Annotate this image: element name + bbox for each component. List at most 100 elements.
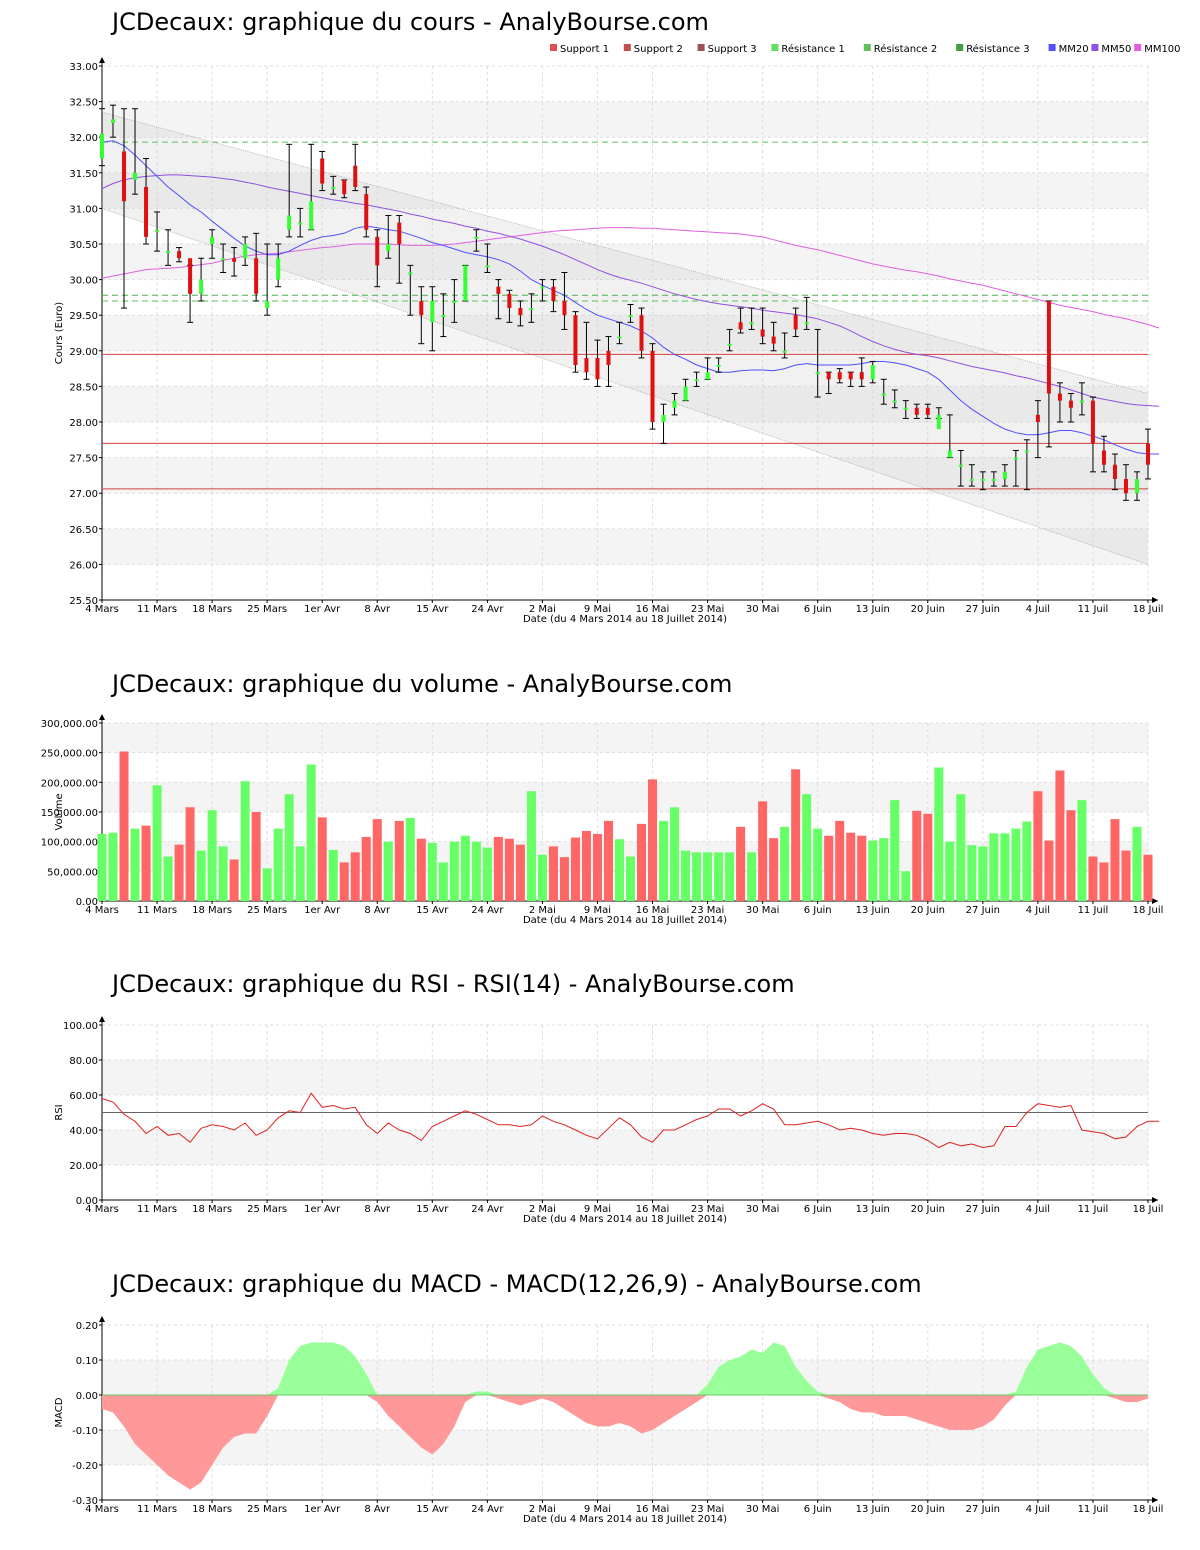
volume-bar-up xyxy=(813,828,823,901)
volume-bar-down xyxy=(1143,854,1153,901)
volume-bar-up xyxy=(526,791,536,901)
candle-down xyxy=(826,372,831,380)
y-axis-title: RSI xyxy=(54,1104,65,1120)
volume-bar-up xyxy=(1022,821,1032,901)
candle-down xyxy=(738,322,743,330)
candle-up xyxy=(870,365,875,380)
x-tick-label: 18 Mars xyxy=(192,1504,232,1515)
volume-bar-up xyxy=(614,839,625,901)
x-tick-label: 15 Avr xyxy=(416,1504,449,1515)
x-tick-label: 9 Mai xyxy=(584,604,611,615)
candle-up xyxy=(1024,450,1029,453)
candle-down xyxy=(925,407,930,415)
candle-up xyxy=(430,300,435,323)
candle-up xyxy=(617,336,622,339)
volume-bar-up xyxy=(163,856,173,901)
volume-bar-down xyxy=(229,859,239,901)
x-axis-title: Date (du 4 Mars 2014 au 18 Juillet 2014) xyxy=(523,614,727,625)
x-tick-label: 24 Avr xyxy=(471,1204,504,1215)
volume-bar-up xyxy=(802,794,812,901)
y-tick-label: 26.00 xyxy=(69,560,98,571)
x-tick-label: 4 Mars xyxy=(85,604,119,615)
x-tick-label: 15 Avr xyxy=(416,604,449,615)
candle-down xyxy=(584,357,589,373)
volume-chart: 0.00 50,000.00 100,000.00 150,000.00 200,000… xyxy=(41,714,1163,926)
volume-bar-up xyxy=(295,846,305,901)
volume-bar-up xyxy=(780,826,790,901)
x-tick-label: 2 Mai xyxy=(529,1504,556,1515)
y-tick-label: 30.00 xyxy=(69,276,98,287)
x-tick-label: 4 Juil xyxy=(1026,1504,1050,1515)
x-tick-label: 11 Juil xyxy=(1078,604,1109,615)
candle-down xyxy=(771,336,776,344)
y-tick-label: 0.10 xyxy=(76,1356,98,1367)
candle-up xyxy=(727,343,732,346)
candle-down xyxy=(518,308,523,316)
rsi-chart-title: JCDecaux: graphique du RSI - RSI(14) - A… xyxy=(112,970,795,998)
x-tick-label: 24 Avr xyxy=(471,604,504,615)
candle-down xyxy=(419,300,424,316)
volume-bar-down xyxy=(1066,810,1076,901)
x-axis-title: Date (du 4 Mars 2014 au 18 Juillet 2014) xyxy=(523,915,727,926)
candle-up xyxy=(1013,457,1018,460)
x-tick-label: 25 Mars xyxy=(247,1204,287,1215)
legend-label: MM50 xyxy=(1101,44,1131,55)
x-tick-label: 18 Juil xyxy=(1133,1204,1164,1215)
volume-bar-up xyxy=(130,828,140,901)
volume-bar-down xyxy=(736,826,746,901)
y-tick-label: 28.50 xyxy=(69,382,98,393)
x-axis-arrow xyxy=(1152,898,1158,904)
candle-up xyxy=(485,265,490,268)
x-tick-label: 20 Juin xyxy=(911,604,945,615)
x-tick-label: 9 Mai xyxy=(584,1204,611,1215)
volume-bar-down xyxy=(1033,791,1043,901)
y-tick-label: 150,000.00 xyxy=(41,808,98,819)
volume-bar-down xyxy=(185,807,195,901)
candle-up xyxy=(991,478,996,481)
x-tick-label: 16 Mai xyxy=(636,604,669,615)
x-tick-label: 30 Mai xyxy=(746,1504,779,1515)
candle-up xyxy=(133,172,138,180)
volume-bar-up xyxy=(681,850,691,901)
x-tick-label: 27 Juin xyxy=(966,905,1000,916)
x-tick-label: 18 Mars xyxy=(192,905,232,916)
x-tick-label: 18 Juil xyxy=(1133,604,1164,615)
channel-upper-line xyxy=(101,111,1149,394)
y-axis-title: Volume xyxy=(54,793,65,830)
volume-bar-down xyxy=(350,852,360,901)
plot-band xyxy=(102,1430,1148,1465)
candle-down xyxy=(760,329,765,337)
volume-bar-up xyxy=(967,845,977,901)
legend-label: Support 3 xyxy=(708,44,757,55)
candle-up xyxy=(1002,471,1007,479)
y-tick-label: 32.00 xyxy=(69,133,98,144)
volume-bar-down xyxy=(119,751,129,901)
y-tick-label: -0.20 xyxy=(72,1461,98,1472)
volume-bar-up xyxy=(978,846,988,901)
y-tick-label: 20.00 xyxy=(69,1161,98,1172)
x-tick-label: 23 Mai xyxy=(691,905,724,916)
x-tick-label: 13 Juin xyxy=(856,604,890,615)
x-tick-label: 6 Juin xyxy=(804,905,832,916)
y-tick-label: 50,000.00 xyxy=(47,867,98,878)
volume-bar-up xyxy=(659,820,669,901)
x-axis-arrow xyxy=(1152,1497,1158,1503)
macd-negative-area xyxy=(102,1395,1148,1490)
x-tick-label: 23 Mai xyxy=(691,1504,724,1515)
x-tick-label: 11 Mars xyxy=(137,1204,177,1215)
volume-bar-down xyxy=(824,835,834,901)
y-tick-label: -0.10 xyxy=(72,1426,98,1437)
volume-bar-up xyxy=(273,828,283,901)
volume-bar-up xyxy=(934,767,944,901)
x-tick-label: 9 Mai xyxy=(584,905,611,916)
volume-bar-down xyxy=(637,823,647,901)
legend-swatch xyxy=(1134,44,1142,51)
volume-bar-down xyxy=(372,819,382,901)
candle-up xyxy=(804,322,809,325)
volume-bar-up xyxy=(1000,833,1010,901)
volume-bar-down xyxy=(592,833,602,901)
y-tick-label: 300,000.00 xyxy=(41,719,98,730)
x-tick-label: 16 Mai xyxy=(636,1504,669,1515)
y-tick-label: 32.50 xyxy=(69,98,98,109)
macd-positive-area xyxy=(102,1342,1148,1395)
